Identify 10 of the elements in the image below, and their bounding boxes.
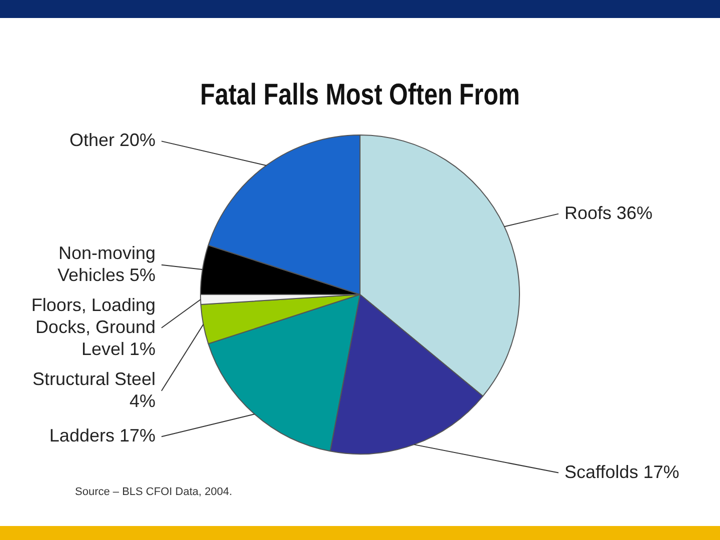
data-label: 4%	[129, 390, 156, 411]
slice-label: Other 20%	[69, 130, 156, 150]
source-note: Source – BLS CFOI Data, 2004.	[75, 486, 232, 498]
chart-title: Fatal Falls Most Often From	[200, 76, 520, 111]
slice-label: Ladders 17%	[49, 426, 156, 446]
slice-label: Non-moving Vehicles 5%	[57, 242, 156, 285]
slice-label: Structural Steel	[32, 368, 156, 389]
slice-label: Floors, Loading Docks, Ground Level 1%	[31, 294, 156, 359]
slice-label: Scaffolds 17%	[564, 462, 680, 482]
slice-label: Roofs 36%	[564, 202, 653, 223]
